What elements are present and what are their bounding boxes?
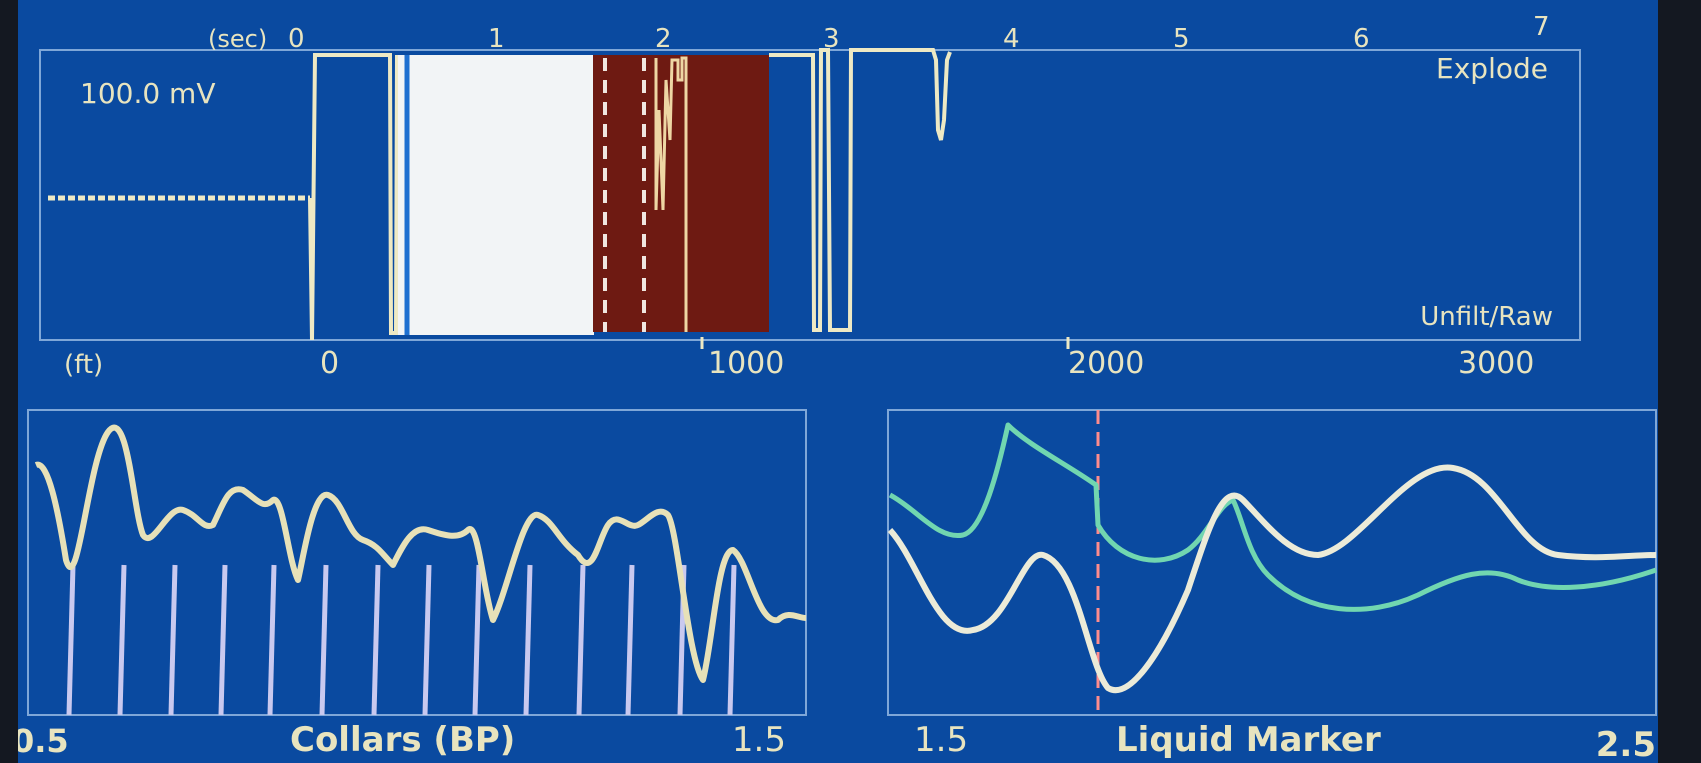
time-tick-3: 3	[823, 24, 840, 54]
liquid-marker-panel: 1.5 Liquid Marker 2.5	[887, 409, 1657, 763]
collar-markers	[66, 564, 737, 716]
explode-label: Explode	[1436, 52, 1548, 85]
depth-tick-2000: 2000	[1068, 346, 1144, 381]
collar-marker	[625, 564, 635, 716]
collar-marker	[523, 564, 533, 716]
collars-title: Collars (BP)	[290, 720, 515, 760]
collars-trace	[34, 425, 807, 683]
voltage-scale-label: 100.0 mV	[80, 77, 216, 110]
left-bezel	[0, 0, 18, 763]
liquid-trace-primary	[887, 464, 1657, 693]
collar-marker	[472, 564, 482, 716]
depth-tick-1000: 1000	[708, 346, 784, 381]
shot-waveform	[308, 53, 399, 341]
collar-marker	[371, 564, 381, 716]
time-axis-unit-label: (sec)	[208, 25, 267, 53]
collars-panel: 0.5 Collars (BP) 1.5	[18, 409, 807, 760]
collar-marker	[319, 564, 329, 716]
maroon-trace-detail	[654, 56, 688, 332]
time-tick-5: 5	[1173, 24, 1190, 54]
depth-axis: (ft) 0 1000 2000 3000	[64, 337, 1534, 381]
time-tick-0: 0	[288, 24, 305, 54]
top-shot-panel: (sec) 0 1 2 3 4 5 6 7 100.0 mV Explode U…	[39, 12, 1581, 341]
right-bezel	[1658, 0, 1701, 763]
collars-panel-frame	[27, 409, 807, 716]
collar-marker	[168, 564, 178, 716]
liquid-x-min-label: 1.5	[914, 720, 968, 760]
collar-marker	[267, 564, 277, 716]
time-tick-6: 6	[1353, 24, 1370, 54]
collar-marker	[117, 564, 127, 716]
time-tick-7: 7	[1533, 12, 1550, 42]
collar-marker	[576, 564, 586, 716]
collar-marker	[66, 564, 76, 716]
filter-mode-label: Unfilt/Raw	[1420, 302, 1553, 332]
saturated-maroon-band	[593, 55, 769, 332]
time-tick-1: 1	[488, 24, 505, 54]
tail-waveform	[769, 48, 952, 332]
time-tick-2: 2	[655, 24, 672, 54]
collar-marker	[422, 564, 432, 716]
collar-marker	[218, 564, 228, 716]
liquid-panel-frame	[887, 409, 1657, 716]
depth-tick-3000: 3000	[1458, 346, 1534, 381]
collars-x-min-label: 0.5	[18, 722, 69, 760]
liquid-title: Liquid Marker	[1116, 720, 1381, 760]
top-panel-frame	[39, 49, 1581, 341]
collars-x-max-label: 1.5	[732, 720, 786, 760]
time-tick-4: 4	[1003, 24, 1020, 54]
collar-marker	[727, 564, 737, 716]
depth-axis-unit-label: (ft)	[64, 350, 103, 380]
saturated-white-band	[398, 55, 594, 335]
acoustic-display-screen: (sec) 0 1 2 3 4 5 6 7 100.0 mV Explode U…	[18, 0, 1658, 763]
depth-tick-0: 0	[320, 346, 339, 381]
liquid-x-max-label: 2.5	[1596, 725, 1656, 763]
